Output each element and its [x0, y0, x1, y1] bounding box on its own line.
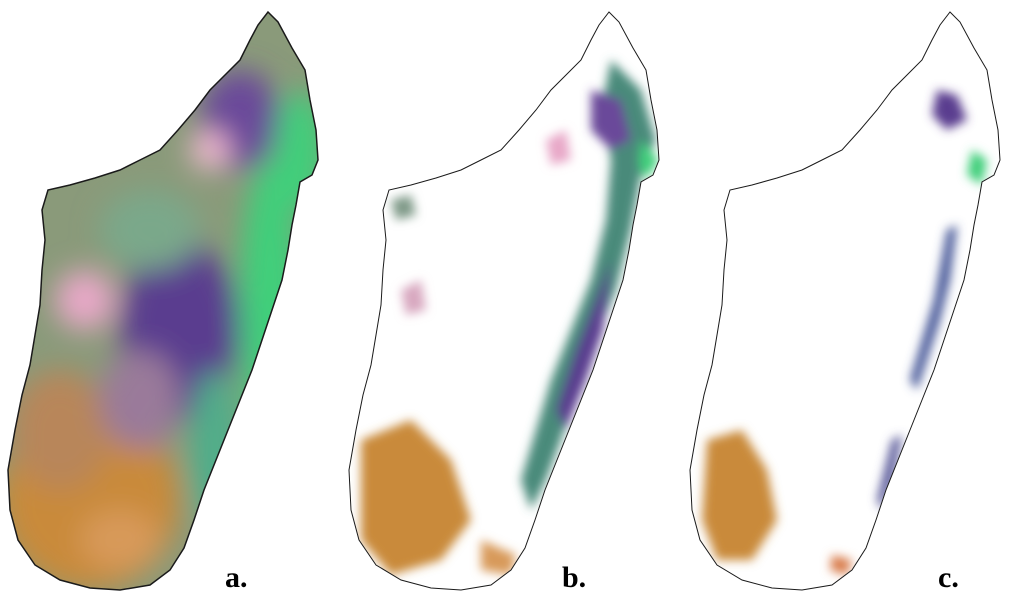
panel-label-b: b.: [562, 561, 587, 594]
madagascar-map-sparse: [689, 11, 1001, 591]
madagascar-map-full: [7, 11, 319, 591]
map-panel-c: c.: [682, 0, 1023, 601]
map-panel-b: b.: [341, 0, 682, 601]
madagascar-map-masked: [348, 11, 660, 591]
map-panel-a: a.: [0, 0, 341, 601]
panel-label-c: c.: [938, 561, 959, 594]
panel-label-a: a.: [225, 561, 248, 594]
